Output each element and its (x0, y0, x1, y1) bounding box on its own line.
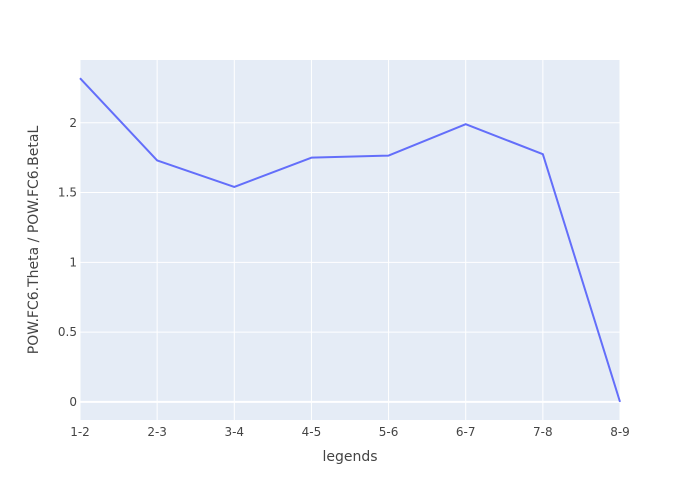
series-line (79, 77, 621, 403)
x-tick-label: 4-5 (302, 425, 322, 439)
y-tick-label: 1 (69, 255, 77, 269)
series-group (79, 77, 621, 403)
y-axis-title: POW.FC6.Theta / POW.FC6.BetaL (26, 126, 42, 355)
x-tick-label: 6-7 (456, 425, 476, 439)
x-tick-label: 2-3 (147, 425, 167, 439)
plot-background (80, 60, 620, 420)
y-tick-label: 0 (69, 395, 77, 409)
x-tick-labels: 1-2 2-3 3-4 4-5 5-6 6-7 7-8 8-9 (70, 425, 630, 439)
x-tick-label: 8-9 (610, 425, 630, 439)
y-tick-label: 1.5 (58, 186, 77, 200)
x-gridlines (79, 60, 621, 420)
y-gridlines (80, 122, 620, 403)
y-tick-label: 0.5 (58, 325, 77, 339)
y-tick-labels: 0 0.5 1 1.5 2 (58, 116, 77, 409)
x-tick-label: 5-6 (379, 425, 399, 439)
x-tick-label: 1-2 (70, 425, 90, 439)
x-tick-label: 7-8 (533, 425, 553, 439)
x-tick-label: 3-4 (224, 425, 244, 439)
y-tick-label: 2 (69, 116, 77, 130)
x-axis-title: legends (322, 449, 377, 465)
